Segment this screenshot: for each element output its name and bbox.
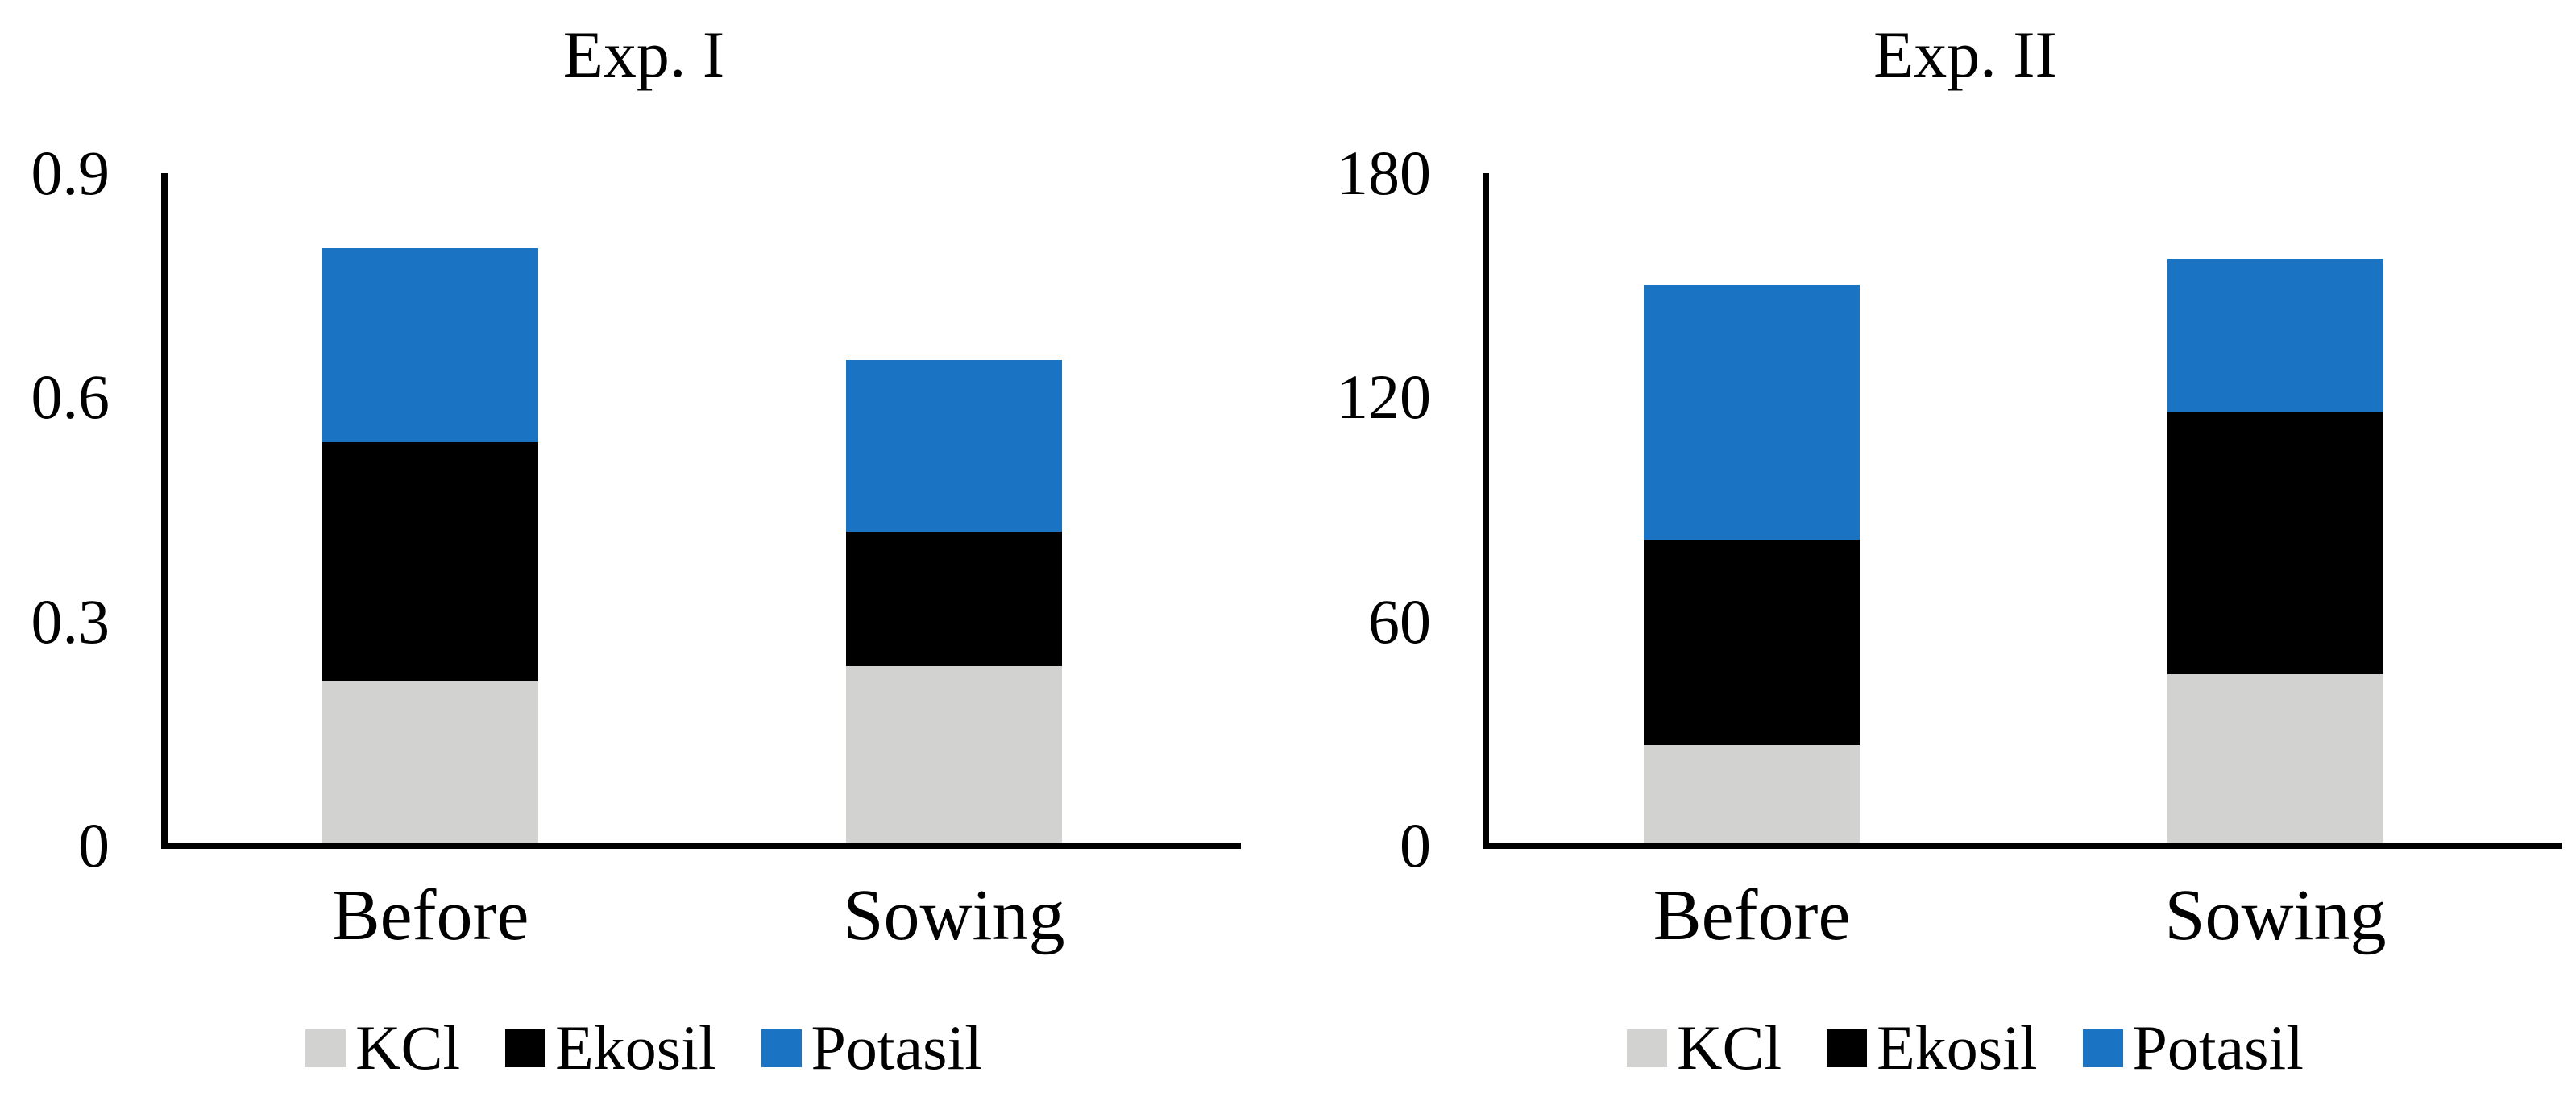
- y-axis-line: [1483, 173, 1489, 849]
- chart-title: Exp. I: [562, 18, 725, 91]
- legend-swatch-ekosil: [1827, 1029, 1868, 1067]
- legend-swatch-ekosil: [505, 1029, 546, 1067]
- legend-swatch-potasil: [761, 1029, 802, 1067]
- chart-title: Exp. II: [1873, 18, 2057, 91]
- legend-item-kcl: KCl: [1627, 1012, 1782, 1084]
- bar-segment-ekosil-before: [1644, 540, 1860, 745]
- y-axis-line: [161, 173, 168, 849]
- legend-swatch-kcl: [305, 1029, 346, 1067]
- legend-label: Potasil: [811, 1012, 982, 1083]
- y-tick-label: 0.9: [31, 138, 110, 208]
- y-tick-label: 60: [1368, 586, 1431, 656]
- y-tick-label: 180: [1337, 138, 1431, 208]
- bar-segment-potasil-before: [1644, 285, 1860, 540]
- legend-item-ekosil: Ekosil: [505, 1012, 716, 1084]
- bar-segment-potasil-sowing: [2167, 259, 2383, 412]
- legend-label: KCl: [1677, 1012, 1782, 1083]
- legend-item-ekosil: Ekosil: [1827, 1012, 2038, 1084]
- legend: KCl Ekosil Potasil: [0, 1012, 1288, 1084]
- legend-item-potasil: Potasil: [761, 1012, 982, 1084]
- chart-exp-2: Exp. II 0 60 120 180 Before Sowing KCl Ekosil…: [1321, 0, 2576, 1093]
- chart-exp-1: Exp. I 0 0.3 0.6 0.9 Before Sowing KCl Ekosil…: [0, 18, 1288, 1084]
- bar-segment-potasil-sowing: [846, 360, 1062, 532]
- legend-item-kcl: KCl: [305, 1012, 460, 1084]
- y-tick-label: 0: [1400, 810, 1431, 880]
- category-label-sowing: Sowing: [2164, 876, 2387, 955]
- legend-label: KCl: [355, 1012, 461, 1083]
- bar-segment-ekosil-before: [322, 442, 538, 681]
- category-label-sowing: Sowing: [843, 876, 1065, 955]
- bar-segment-ekosil-sowing: [846, 532, 1062, 666]
- bar-segment-kcl-before: [1644, 745, 1860, 846]
- category-label-before: Before: [331, 876, 529, 955]
- bar-segment-potasil-before: [322, 248, 538, 442]
- legend-label: Ekosil: [555, 1012, 716, 1083]
- bar-segment-kcl-sowing: [2167, 674, 2383, 846]
- legend-swatch-kcl: [1627, 1029, 1668, 1067]
- legend-label: Potasil: [2132, 1012, 2304, 1083]
- category-label-before: Before: [1653, 876, 1851, 955]
- legend-label: Ekosil: [1877, 1012, 2038, 1083]
- legend-swatch-potasil: [2082, 1029, 2123, 1067]
- y-tick-label: 0.3: [31, 586, 110, 656]
- y-tick-label: 0.6: [31, 362, 110, 432]
- bar-segment-ekosil-sowing: [2167, 412, 2383, 674]
- x-axis-line: [1483, 843, 2562, 849]
- bar-segment-kcl-sowing: [846, 666, 1062, 846]
- bar-segment-kcl-before: [322, 681, 538, 846]
- legend-item-potasil: Potasil: [2082, 1012, 2304, 1084]
- legend: KCl Ekosil Potasil: [1321, 1012, 2576, 1084]
- y-tick-label: 0: [78, 810, 110, 880]
- x-axis-line: [161, 843, 1241, 849]
- y-tick-label: 120: [1337, 362, 1431, 432]
